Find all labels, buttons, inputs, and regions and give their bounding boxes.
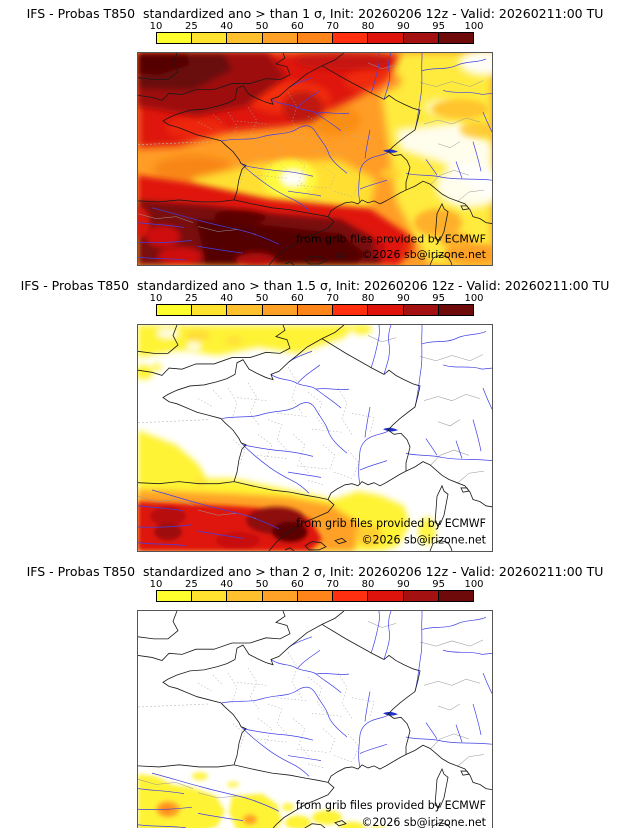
map-frame-sigma-1-5: from grib files provided by ECMWF ©2026 … <box>137 324 493 552</box>
attribution-line-2: ©2026 sb@irizone.net <box>362 533 487 546</box>
map-sigma-1-5: from grib files provided by ECMWF ©2026 … <box>138 325 492 551</box>
colorbar-segment <box>226 305 262 315</box>
probability-field-sigma-1-5 <box>138 325 492 551</box>
panel-title: IFS - Probas T850 standardized ano > tha… <box>26 6 604 21</box>
colorbar: 10 25 40 50 60 70 80 90 95 100 <box>150 21 484 44</box>
colorbar-ticks: 10 25 40 50 60 70 80 90 95 100 <box>150 579 484 590</box>
colorbar-segment <box>261 33 297 43</box>
colorbar-tick: 25 <box>184 579 198 590</box>
colorbar-tick: 70 <box>326 21 340 32</box>
colorbar-segment <box>261 305 297 315</box>
map-sigma-2: from grib files provided by ECMWF ©2026 … <box>138 611 492 828</box>
colorbar-segment <box>402 305 438 315</box>
colorbar-segment <box>157 33 192 43</box>
colorbar-tick: 100 <box>464 579 484 590</box>
colorbar-tick: 10 <box>149 293 163 304</box>
colorbar-segment <box>296 591 333 601</box>
panel-sigma-2: IFS - Probas T850 standardized ano > tha… <box>0 564 630 828</box>
attribution-line-1: from grib files provided by ECMWF <box>296 232 486 245</box>
colorbar-tick: 50 <box>255 293 269 304</box>
attribution-line-2: ©2026 sb@irizone.net <box>361 816 486 828</box>
panel-sigma-1-5: IFS - Probas T850 standardized ano > tha… <box>0 278 630 552</box>
colorbar-segment <box>157 305 192 315</box>
colorbar-segment <box>402 33 438 43</box>
colorbar-segment <box>296 33 333 43</box>
map-frame-sigma-2: from grib files provided by ECMWF ©2026 … <box>137 610 493 828</box>
colorbar-ticks: 10 25 40 50 60 70 80 90 95 100 <box>150 21 484 32</box>
colorbar-tick: 80 <box>361 21 375 32</box>
colorbar-segment <box>437 591 473 601</box>
colorbar-tick: 40 <box>220 21 234 32</box>
colorbar-tick: 80 <box>361 579 375 590</box>
colorbar-segment <box>332 591 368 601</box>
colorbar-bar <box>156 590 474 602</box>
colorbar-segment <box>332 305 368 315</box>
colorbar-ticks: 10 25 40 50 60 70 80 90 95 100 <box>150 293 484 304</box>
colorbar-segment <box>332 33 368 43</box>
colorbar: 10 25 40 50 60 70 80 90 95 100 <box>150 579 484 602</box>
colorbar-segment <box>367 591 403 601</box>
colorbar: 10 25 40 50 60 70 80 90 95 100 <box>150 293 484 316</box>
probability-field-sigma-2 <box>138 611 492 828</box>
colorbar-tick: 50 <box>255 21 269 32</box>
colorbar-tick: 90 <box>396 293 410 304</box>
colorbar-tick: 60 <box>290 579 304 590</box>
colorbar-tick: 10 <box>149 579 163 590</box>
panel-title: IFS - Probas T850 standardized ano > tha… <box>20 278 610 293</box>
attribution-line-1: from grib files provided by ECMWF <box>296 517 486 530</box>
colorbar-tick: 90 <box>396 579 410 590</box>
panel-sigma-1: IFS - Probas T850 standardized ano > tha… <box>0 6 630 266</box>
map-frame-sigma-1: from grib files provided by ECMWF ©2026 … <box>137 52 493 266</box>
colorbar-segment <box>437 305 473 315</box>
colorbar-segment <box>191 33 227 43</box>
panel-title: IFS - Probas T850 standardized ano > tha… <box>26 564 604 579</box>
colorbar-tick: 40 <box>220 579 234 590</box>
colorbar-segment <box>157 591 192 601</box>
colorbar-tick: 40 <box>220 293 234 304</box>
attribution-line-2: ©2026 sb@irizone.net <box>362 248 487 261</box>
colorbar-tick: 25 <box>184 293 198 304</box>
colorbar-tick: 10 <box>149 21 163 32</box>
colorbar-tick: 90 <box>396 21 410 32</box>
colorbar-segment <box>296 305 333 315</box>
colorbar-tick: 50 <box>255 579 269 590</box>
colorbar-segment <box>191 591 227 601</box>
colorbar-segment <box>226 591 262 601</box>
colorbar-segment <box>191 305 227 315</box>
colorbar-segment <box>226 33 262 43</box>
colorbar-segment <box>367 305 403 315</box>
colorbar-tick: 80 <box>361 293 375 304</box>
colorbar-bar <box>156 32 474 44</box>
colorbar-tick: 60 <box>290 293 304 304</box>
colorbar-segment <box>437 33 473 43</box>
attribution-line-1: from grib files provided by ECMWF <box>296 799 486 812</box>
colorbar-segment <box>261 591 297 601</box>
colorbar-tick: 95 <box>432 579 446 590</box>
colorbar-tick: 60 <box>290 21 304 32</box>
colorbar-tick: 70 <box>326 579 340 590</box>
colorbar-tick: 25 <box>184 21 198 32</box>
colorbar-segment <box>402 591 438 601</box>
colorbar-bar <box>156 304 474 316</box>
colorbar-tick: 95 <box>432 293 446 304</box>
colorbar-tick: 70 <box>326 293 340 304</box>
probability-field-sigma-1 <box>138 53 492 265</box>
colorbar-tick: 100 <box>464 293 484 304</box>
colorbar-tick: 95 <box>432 21 446 32</box>
colorbar-tick: 100 <box>464 21 484 32</box>
colorbar-segment <box>367 33 403 43</box>
map-sigma-1: from grib files provided by ECMWF ©2026 … <box>138 53 492 265</box>
